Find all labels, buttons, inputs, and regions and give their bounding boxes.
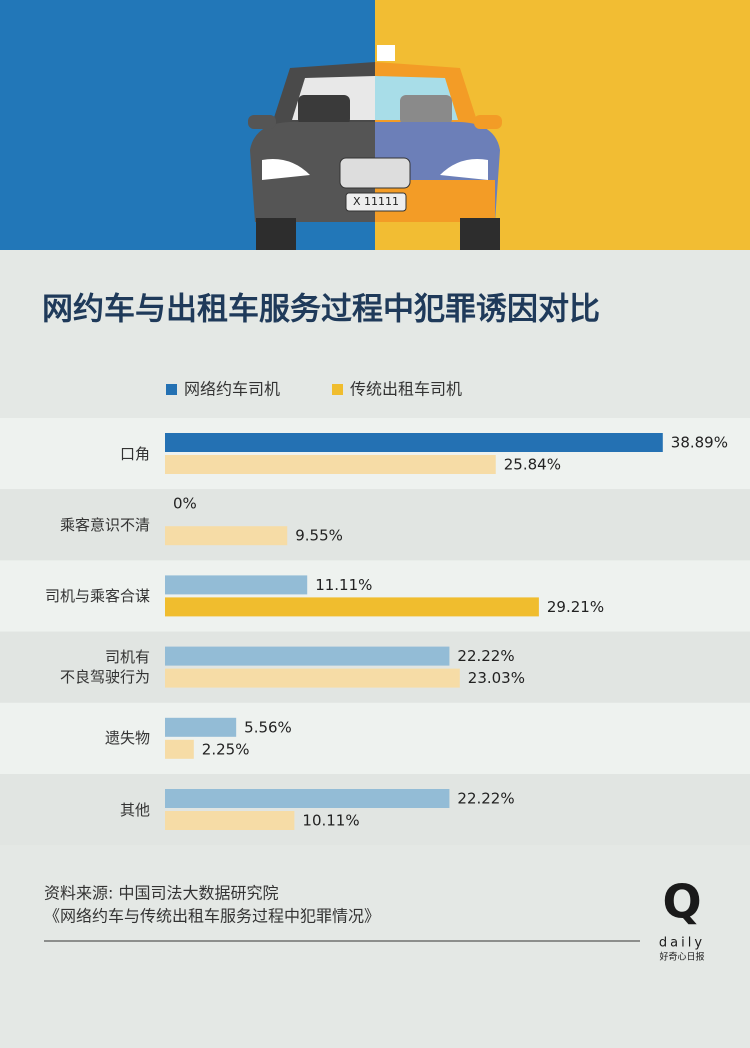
row-band [0,702,750,774]
value-label: 23.03% [468,669,525,687]
value-label: 10.11% [302,812,359,830]
bar [165,646,450,666]
bar [165,789,450,808]
legend: 网络约车司机 传统出租车司机 [166,380,462,399]
value-label: 11.11% [315,576,372,594]
banner: X 11111 [0,0,750,250]
category-label: 司机有 不良驾驶行为 [59,648,150,687]
value-label: 9.55% [295,527,343,545]
row-band [0,489,750,561]
category-label: 乘客意识不清 [59,515,150,534]
category-label: 遗失物 [104,729,150,748]
bar [165,575,308,595]
category-label: 口角 [119,444,150,463]
bar [165,526,288,546]
value-label: 5.56% [244,718,292,736]
logo-name: 好奇心日报 [659,951,704,963]
bar [165,597,539,617]
value-label: 22.22% [457,647,514,665]
value-label: 2.25% [202,740,250,758]
legend-label: 传统出租车司机 [350,380,462,399]
bar [165,668,460,688]
value-label: 22.22% [457,790,514,808]
legend-swatch [332,384,343,395]
bar [165,811,295,830]
source-line: 资料来源: 中国司法大数据研究院 [44,884,278,903]
row-band [0,418,750,490]
chart-title: 网约车与出租车服务过程中犯罪诱因对比 [42,292,600,328]
legend-label: 网络约车司机 [184,380,280,399]
rows: 38.89% 25.84% 0% 9.55% 11.11% 29.21% 22.22% 23.… [0,418,750,846]
value-label: 38.89% [671,434,728,452]
source-title: 《网络约车与传统出租车服务过程中犯罪情况》 [44,907,380,926]
legend-swatch [166,384,177,395]
value-label: 29.21% [547,598,604,616]
bar [165,717,237,737]
row-band [0,631,750,703]
bar [165,455,496,474]
category-label: 司机与乘客合谋 [44,587,150,605]
category-label: 其他 [119,800,150,819]
logo-word: daily [659,936,705,951]
logo-mark: Q [662,875,701,929]
value-label: 0% [173,495,197,513]
plate: X 11111 [353,195,399,208]
value-label: 25.84% [504,456,561,474]
bar [165,433,663,452]
row-band [0,774,750,846]
bar [165,739,194,759]
row-band [0,560,750,632]
